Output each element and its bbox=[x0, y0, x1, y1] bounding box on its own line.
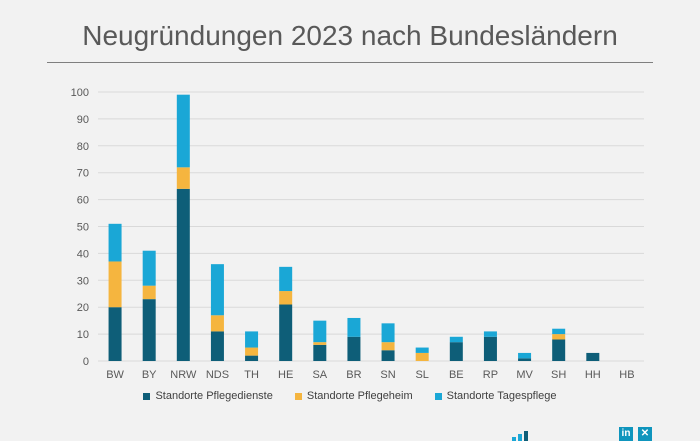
bar-SH-series-1 bbox=[552, 334, 566, 340]
legend-swatch-pflegeheim bbox=[294, 392, 302, 400]
bar-BY-series-0 bbox=[142, 299, 156, 361]
bar-BY-series-1 bbox=[142, 285, 156, 300]
x-tick-label-HH: HH bbox=[585, 369, 601, 381]
bar-SN-series-0 bbox=[381, 350, 395, 361]
bar-SN-series-1 bbox=[381, 342, 395, 351]
y-tick-label-0: 0 bbox=[83, 356, 89, 368]
bar-BW-series-0 bbox=[108, 307, 122, 361]
bar-HH-series-0 bbox=[586, 352, 600, 361]
linkedin-icon[interactable]: in bbox=[619, 427, 633, 441]
y-tick-label-20: 20 bbox=[77, 302, 89, 314]
bar-NRW-series-0 bbox=[176, 188, 190, 361]
y-tick-label-40: 40 bbox=[77, 248, 89, 260]
bar-HE-series-1 bbox=[279, 291, 293, 305]
bar-SA-series-1 bbox=[313, 342, 327, 345]
bar-NDS-series-0 bbox=[210, 331, 224, 361]
y-tick-label-10: 10 bbox=[77, 329, 89, 341]
bar-SH-series-2 bbox=[552, 328, 566, 335]
legend-swatch-pflegedienste bbox=[143, 392, 151, 400]
bar-TH-series-0 bbox=[245, 355, 259, 361]
bar-SN-series-2 bbox=[381, 323, 395, 343]
x-tick-label-SA: SA bbox=[312, 369, 327, 381]
bar-NRW-series-2 bbox=[176, 94, 190, 168]
x-tick-label-MV: MV bbox=[516, 369, 533, 381]
bar-BW-series-2 bbox=[108, 223, 122, 262]
legend-label-pflegedienste: Standorte Pflegedienste bbox=[155, 390, 273, 402]
y-tick-label-60: 60 bbox=[77, 195, 89, 207]
bar-MV-series-2 bbox=[518, 352, 532, 359]
title-divider bbox=[47, 62, 653, 63]
y-tick-label-90: 90 bbox=[77, 114, 89, 126]
y-tick-label-30: 30 bbox=[77, 275, 89, 287]
bar-BE-series-2 bbox=[449, 336, 463, 343]
x-tick-label-NDS: NDS bbox=[206, 369, 229, 381]
x-tick-label-SN: SN bbox=[380, 369, 395, 381]
x-tick-label-BW: BW bbox=[106, 369, 124, 381]
legend-item-tagespflege: Standorte Tagespflege bbox=[434, 390, 557, 402]
bar-RP-series-0 bbox=[483, 336, 497, 361]
bar-BR-series-0 bbox=[347, 336, 361, 361]
chart-legend: Standorte Pflegedienste Standorte Pflege… bbox=[0, 390, 700, 402]
x-tick-label-HB: HB bbox=[619, 369, 634, 381]
bar-MV-series-0 bbox=[518, 358, 532, 361]
x-tick-label-HE: HE bbox=[278, 369, 293, 381]
social-icons: in ✕ bbox=[619, 427, 652, 441]
y-tick-label-70: 70 bbox=[77, 168, 89, 180]
x-tick-label-NRW: NRW bbox=[170, 369, 197, 381]
bar-BY-series-2 bbox=[142, 250, 156, 286]
legend-item-pflegedienste: Standorte Pflegedienste bbox=[143, 390, 273, 402]
x-tick-label-TH: TH bbox=[244, 369, 259, 381]
bar-SL-series-2 bbox=[415, 347, 429, 353]
bar-BR-series-2 bbox=[347, 317, 361, 337]
xing-icon[interactable]: ✕ bbox=[638, 427, 652, 441]
y-tick-label-50: 50 bbox=[77, 222, 89, 234]
y-tick-label-80: 80 bbox=[77, 141, 89, 153]
y-tick-label-100: 100 bbox=[71, 87, 89, 99]
legend-label-pflegeheim: Standorte Pflegeheim bbox=[306, 390, 413, 402]
bar-NDS-series-1 bbox=[210, 315, 224, 332]
bar-SL-series-1 bbox=[415, 352, 429, 361]
bar-TH-series-2 bbox=[245, 331, 259, 348]
bar-HE-series-0 bbox=[279, 304, 293, 361]
bar-RP-series-2 bbox=[483, 331, 497, 337]
chart-title: Neugründungen 2023 nach Bundesländern bbox=[82, 20, 618, 51]
bar-SA-series-2 bbox=[313, 320, 327, 343]
bar-NRW-series-1 bbox=[176, 167, 190, 189]
legend-label-tagespflege: Standorte Tagespflege bbox=[446, 390, 557, 402]
bar-HE-series-2 bbox=[279, 266, 293, 292]
bar-SA-series-0 bbox=[313, 344, 327, 361]
x-tick-label-BR: BR bbox=[346, 369, 361, 381]
x-tick-label-RP: RP bbox=[483, 369, 498, 381]
bar-BE-series-0 bbox=[449, 342, 463, 361]
bar-TH-series-1 bbox=[245, 347, 259, 356]
bar-NDS-series-2 bbox=[210, 264, 224, 316]
x-tick-label-SH: SH bbox=[551, 369, 566, 381]
bar-SH-series-0 bbox=[552, 339, 566, 361]
x-tick-label-SL: SL bbox=[415, 369, 428, 381]
bar-BW-series-1 bbox=[108, 261, 122, 308]
x-tick-label-BE: BE bbox=[449, 369, 464, 381]
legend-swatch-tagespflege bbox=[434, 392, 442, 400]
bar-logo-icon bbox=[512, 431, 528, 441]
legend-item-pflegeheim: Standorte Pflegeheim bbox=[294, 390, 413, 402]
x-tick-label-BY: BY bbox=[142, 369, 157, 381]
